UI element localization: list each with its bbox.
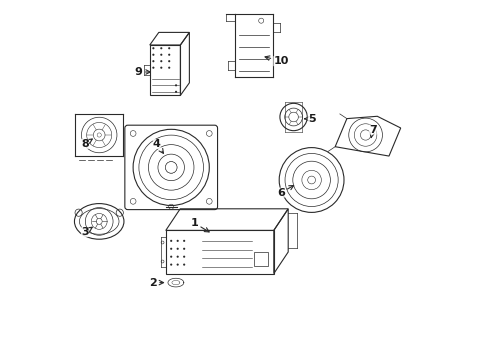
Circle shape (183, 240, 185, 242)
Circle shape (152, 47, 154, 49)
Circle shape (170, 240, 172, 242)
Circle shape (175, 84, 177, 86)
Text: 9: 9 (135, 67, 150, 77)
Circle shape (175, 91, 177, 93)
Bar (254, 252, 269, 266)
Circle shape (160, 47, 162, 49)
Circle shape (160, 67, 162, 69)
Circle shape (96, 219, 102, 224)
Circle shape (168, 60, 171, 62)
Circle shape (176, 248, 179, 250)
Text: 6: 6 (277, 185, 294, 198)
Text: 2: 2 (149, 278, 164, 288)
Text: 4: 4 (153, 139, 164, 153)
Circle shape (183, 256, 185, 258)
Text: 8: 8 (81, 139, 92, 149)
Text: 7: 7 (369, 125, 377, 138)
Text: 3: 3 (81, 227, 92, 237)
Circle shape (176, 264, 179, 266)
Circle shape (97, 133, 101, 137)
Text: 10: 10 (265, 56, 289, 66)
Circle shape (152, 60, 154, 62)
Circle shape (168, 47, 171, 49)
Circle shape (170, 256, 172, 258)
Circle shape (168, 54, 171, 56)
Circle shape (170, 264, 172, 266)
Circle shape (152, 54, 154, 56)
Text: 5: 5 (305, 114, 316, 124)
Circle shape (152, 67, 154, 69)
Circle shape (166, 162, 177, 173)
Polygon shape (168, 278, 184, 287)
Circle shape (168, 67, 171, 69)
Circle shape (176, 240, 179, 242)
Text: 1: 1 (191, 218, 209, 232)
Circle shape (308, 176, 316, 184)
Circle shape (176, 256, 179, 258)
Circle shape (160, 54, 162, 56)
Circle shape (183, 248, 185, 250)
Circle shape (183, 264, 185, 266)
Circle shape (170, 248, 172, 250)
Circle shape (160, 60, 162, 62)
